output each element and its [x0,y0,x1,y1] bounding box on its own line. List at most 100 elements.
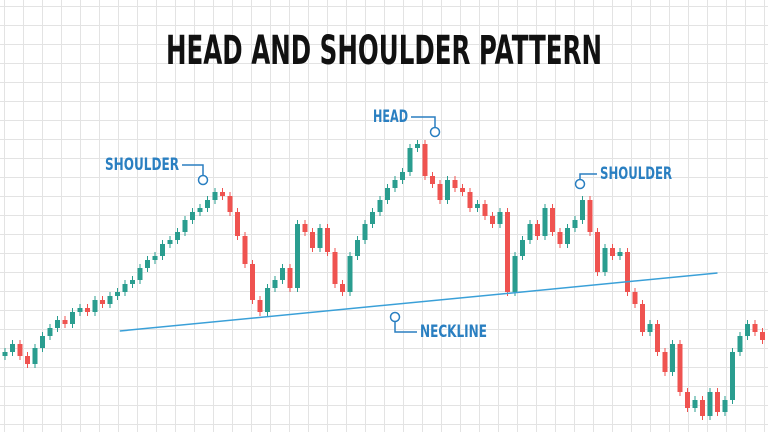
candle-body [355,240,360,256]
candle-body [77,308,83,312]
candle-body [490,216,495,224]
candle-body [167,240,173,244]
annotation: SHOULDER [105,155,179,175]
candle-body [737,336,743,352]
candle-body [437,184,443,200]
candle-body [587,200,593,232]
candles [2,140,765,420]
candle-body [265,288,270,312]
candle-body [572,220,578,228]
candle-body [130,280,135,284]
candle-body [722,400,728,412]
candle-body [505,212,510,292]
candle-body [62,320,68,324]
candle-body [302,224,308,232]
neckline [119,272,718,332]
candle-body [452,180,458,188]
candle-body [70,312,75,324]
candle-body [670,344,675,372]
candle-body [122,284,128,292]
candle-body [692,400,698,408]
candle-body [400,172,405,180]
candle-body [205,200,210,208]
candle-body [137,268,143,280]
candle-body [175,232,180,240]
candle-body [250,264,255,300]
candle-body [377,200,383,212]
candle-body [482,204,488,216]
marker [429,126,441,138]
candle-body [460,188,465,192]
candle-body [242,236,248,264]
candle-body [257,300,263,312]
candle-body [152,256,158,260]
connector [411,116,436,127]
candle-body [17,344,23,356]
chart-title: HEAD AND SHOULDER PATTERN [166,28,602,74]
candle-body [730,352,735,400]
candle-body [760,332,765,340]
candle-body [550,208,555,232]
candle-body [107,296,113,304]
candle-body [625,252,630,292]
candle-body [475,204,480,208]
candle-body [55,320,60,328]
candle-body [190,212,195,220]
candle-body [32,348,38,364]
candle-body [715,392,720,412]
candle-body [280,268,285,280]
candle-body [565,228,570,244]
candle-body [212,192,218,200]
candle-body [677,344,683,392]
candle-body [392,180,398,188]
annotation: NECKLINE [420,322,487,342]
marker [197,174,209,186]
candle-body [610,248,615,256]
candle-body [317,228,323,248]
candle-body [527,224,533,240]
candle-body [497,212,503,224]
candle-body [542,208,548,236]
candle-body [145,260,150,268]
candle-body [10,344,15,352]
candle-body [520,240,525,256]
candle-body [347,256,353,292]
candle-body [310,232,315,248]
candle-body [752,324,758,332]
candle-body [595,232,600,272]
candle-body [662,352,668,372]
candle-body [235,212,240,236]
candle-body [617,252,623,256]
candle-body [640,304,645,332]
candle-body [602,248,608,272]
marker [574,178,586,190]
annotations: SHOULDER HEAD SHOULDER NECKLINE [105,107,672,342]
candle-body [467,192,473,208]
candle-body [557,232,563,244]
candle-body [385,188,390,200]
candle-body [100,300,105,304]
candle-body [685,392,690,408]
candle-body [415,144,420,148]
candle-body [295,224,300,288]
candle-body [325,228,330,252]
candle-body [422,144,428,176]
candle-body [340,284,345,292]
candle-body [647,324,653,332]
candle-body [632,292,638,304]
candle-body [25,356,30,364]
candle-body [92,300,98,312]
candle-body [362,224,368,240]
candle-body [535,224,540,236]
annotation: HEAD [373,107,408,127]
candle-body [370,212,375,224]
connector [182,164,204,175]
candle-body [407,148,413,172]
annotation: SHOULDER [600,164,672,184]
candle-body [85,308,90,312]
candle-body [430,176,435,184]
candle-body [332,252,338,284]
candle-body [655,324,660,352]
